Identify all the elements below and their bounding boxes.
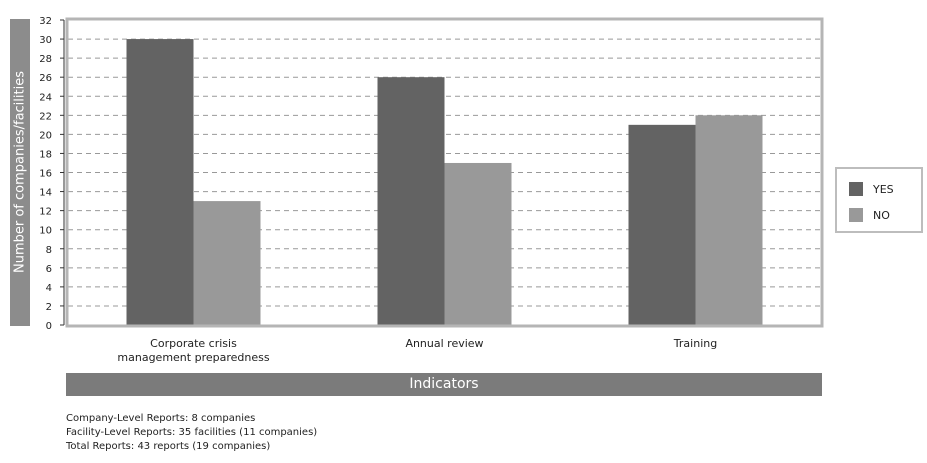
y-tick-label: 6 (46, 264, 52, 275)
y-tick-label: 8 (46, 245, 52, 256)
legend-item-no: NO (849, 208, 890, 222)
bar-no (695, 115, 763, 325)
bar-yes (628, 124, 696, 325)
x-tick-label: Corporate crisis (150, 337, 237, 350)
y-tick-label: 4 (46, 283, 52, 294)
y-tick-label: 12 (39, 207, 52, 218)
y-tick-label: 20 (39, 130, 52, 141)
legend-swatch-yes (849, 182, 863, 196)
note-facility-level: Facility-Level Reports: 35 facilities (1… (66, 427, 318, 438)
y-tick-label: 2 (46, 302, 52, 313)
report-notes: Company-Level Reports: 8 companies Facil… (66, 412, 317, 454)
note-total: Total Reports: 43 reports (19 companies) (66, 441, 271, 452)
y-tick-label: 28 (39, 54, 52, 65)
y-tick-label: 22 (39, 111, 52, 122)
y-tick-label: 16 (39, 169, 52, 180)
y-tick-label: 30 (39, 35, 52, 46)
legend: YES NO (835, 167, 923, 233)
y-tick-label: 24 (39, 92, 52, 103)
note-company-level: Company-Level Reports: 8 companies (66, 413, 256, 424)
bar-no (444, 162, 512, 325)
y-tick-label: 10 (39, 226, 52, 237)
legend-swatch-no (849, 208, 863, 222)
y-tick-label: 26 (39, 73, 52, 84)
y-tick-label: 14 (39, 188, 52, 199)
legend-label-no: NO (873, 208, 890, 222)
x-axis-label: Indicators (66, 373, 822, 396)
legend-item-yes: YES (849, 182, 894, 196)
y-tick-label: 32 (39, 16, 52, 27)
legend-label-yes: YES (873, 182, 894, 196)
bar-no (193, 201, 261, 325)
x-tick-label: management preparedness (117, 351, 269, 364)
x-tick-label: Training (673, 337, 717, 350)
x-tick-label: Annual review (405, 337, 483, 350)
y-axis-label-band (10, 19, 30, 326)
bar-yes (377, 77, 445, 325)
y-tick-label: 0 (46, 321, 52, 332)
y-tick-label: 18 (39, 149, 52, 160)
plot-frame (65, 17, 824, 328)
bar-yes (126, 39, 194, 325)
